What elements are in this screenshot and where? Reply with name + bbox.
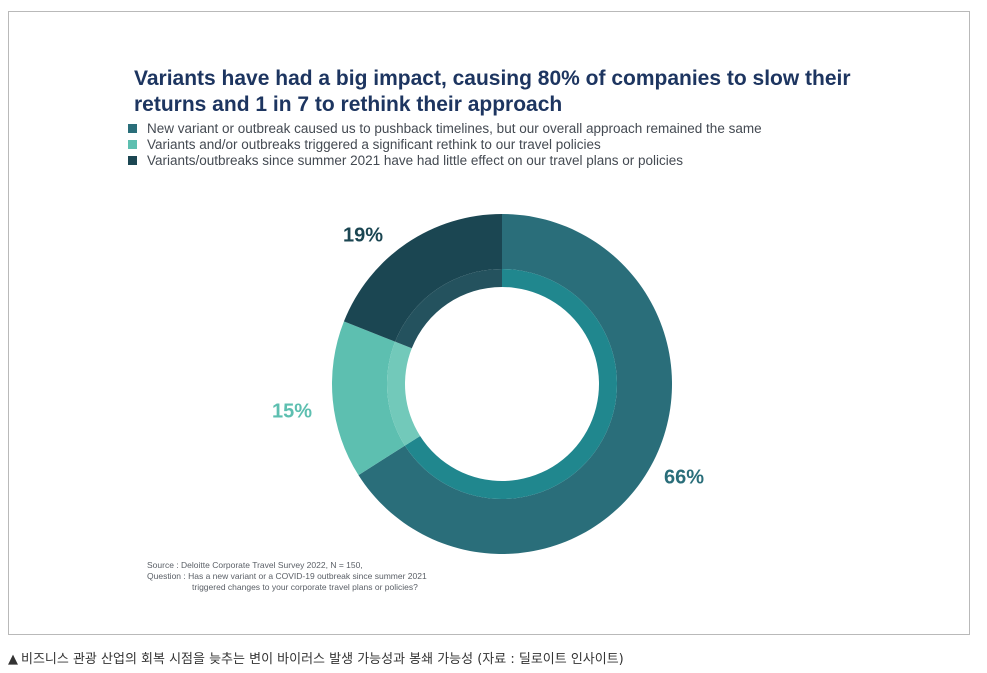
slice-label-2: 15%: [272, 400, 312, 422]
chart-title: Variants have had a big impact, causing …: [134, 66, 894, 118]
legend-item-3: Variants/outbreaks since summer 2021 hav…: [128, 152, 762, 168]
legend-label-1: New variant or outbreak caused us to pus…: [147, 120, 762, 136]
legend-item-1: New variant or outbreak caused us to pus…: [128, 120, 762, 136]
caption-text: 비즈니스 관광 산업의 회복 시점을 늦추는 변이 바이러스 발생 가능성과 봉…: [21, 652, 624, 667]
figure-caption: ▲ 비즈니스 관광 산업의 회복 시점을 늦추는 변이 바이러스 발생 가능성과 …: [8, 648, 624, 667]
triangle-marker-icon: ▲: [8, 652, 18, 667]
source-note: Source : Deloitte Corporate Travel Surve…: [147, 560, 427, 593]
legend-swatch-3: [128, 155, 137, 165]
donut-slice-inner-3: [395, 269, 502, 349]
source-line-1: Source : Deloitte Corporate Travel Surve…: [147, 560, 363, 570]
source-line-2: Question : Has a new variant or a COVID-…: [147, 571, 427, 581]
donut-slice-3: [343, 213, 502, 342]
chart-legend: New variant or outbreak caused us to pus…: [128, 120, 762, 168]
legend-label-2: Variants and/or outbreaks triggered a si…: [147, 136, 601, 152]
legend-swatch-1: [128, 123, 137, 133]
donut-slice-inner-2: [387, 341, 421, 446]
chart-title-line-1: Variants have had a big impact, causing …: [134, 67, 851, 90]
slice-label-3: 19%: [343, 224, 383, 246]
legend-label-3: Variants/outbreaks since summer 2021 hav…: [147, 152, 684, 168]
chart-title-line-2: returns and 1 in 7 to rethink their appr…: [134, 93, 563, 116]
donut-slice-1: [358, 214, 673, 555]
slice-label-1: 66%: [664, 466, 704, 488]
legend-swatch-2: [128, 139, 137, 149]
legend-item-2: Variants and/or outbreaks triggered a si…: [128, 136, 762, 152]
donut-slice-2: [332, 321, 405, 476]
source-line-3: triggered changes to your corporate trav…: [192, 582, 418, 592]
